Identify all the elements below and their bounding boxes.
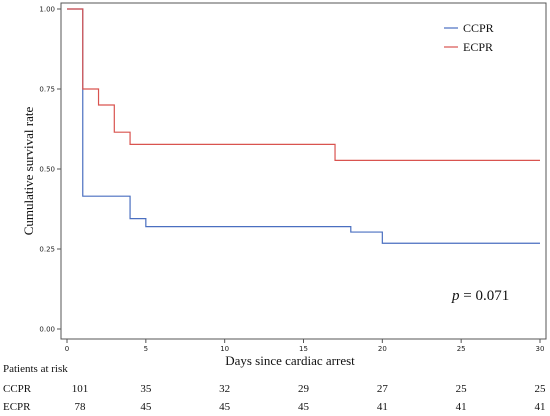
y-tick-label: 0.50 [39, 166, 55, 174]
x-tick-label: 20 [378, 345, 387, 353]
risk-table: CCPR 101 35 32 29 27 25 25 ECPR 78 45 45 45 41 41 41 [3, 383, 546, 413]
risk-cell: 29 [298, 383, 310, 395]
y-axis-title: Cumulative survival rate [21, 107, 36, 236]
risk-row-label: CCPR [3, 383, 32, 395]
risk-cell: 27 [377, 383, 389, 395]
x-axis-ticks: 0 5 10 15 20 25 30 [65, 339, 545, 353]
y-tick-label: 0.25 [39, 246, 55, 254]
series-line-ccpr [67, 8, 540, 244]
x-axis-title: Days since cardiac arrest [225, 353, 355, 368]
risk-cell: 41 [535, 401, 546, 413]
y-tick-label: 1.00 [39, 6, 55, 14]
x-tick-label: 0 [65, 345, 69, 353]
risk-cell: 35 [140, 383, 152, 395]
risk-cell: 45 [140, 401, 152, 413]
legend-label-ccpr: CCPR [463, 21, 494, 35]
legend: CCPR ECPR [444, 21, 494, 54]
series-layer [67, 8, 540, 244]
risk-cell: 101 [72, 383, 89, 395]
risk-cell: 41 [377, 401, 388, 413]
x-tick-label: 5 [144, 345, 148, 353]
p-value-annotation: p = 0.071 [451, 288, 509, 304]
x-tick-label: 10 [220, 345, 229, 353]
risk-cell: 25 [456, 383, 468, 395]
risk-table-title: Patients at risk [3, 363, 68, 375]
y-tick-label: 0.75 [39, 86, 55, 94]
x-tick-label: 30 [536, 345, 545, 353]
risk-cell: 45 [298, 401, 310, 413]
legend-label-ecpr: ECPR [463, 40, 493, 54]
x-tick-label: 25 [457, 345, 466, 353]
risk-cell: 32 [219, 383, 230, 395]
y-tick-label: 0.00 [39, 326, 55, 334]
risk-cell: 41 [456, 401, 467, 413]
risk-cell: 45 [219, 401, 231, 413]
risk-row-label: ECPR [3, 401, 31, 413]
risk-cell: 78 [75, 401, 87, 413]
p-value-text: = 0.071 [460, 288, 510, 304]
series-line-ecpr [67, 8, 540, 161]
y-axis-ticks: 0.00 0.25 0.50 0.75 1.00 [39, 6, 61, 334]
risk-cell: 25 [535, 383, 547, 395]
p-value-label: p [451, 288, 460, 304]
x-tick-label: 15 [299, 345, 308, 353]
